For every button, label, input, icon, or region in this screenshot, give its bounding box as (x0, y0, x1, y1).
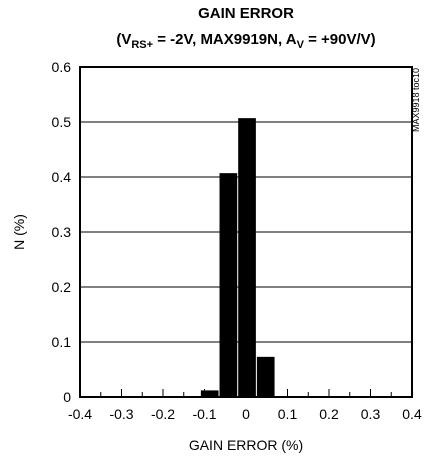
y-tick-label: 0.1 (52, 334, 72, 350)
x-tick-label: 0.4 (402, 406, 422, 422)
x-tick-label: -0.3 (109, 406, 133, 422)
x-tick-label: -0.4 (68, 406, 92, 422)
chart-subtitle: (VRS+ = -2V, MAX9919N, AV = +90V/V) (116, 31, 375, 51)
x-tick-label: -0.2 (151, 406, 175, 422)
bar (256, 356, 275, 397)
x-tick-label: 0 (242, 406, 250, 422)
x-tick-label: -0.1 (192, 406, 216, 422)
bar (200, 390, 219, 397)
bar (219, 173, 238, 397)
chart-title: GAIN ERROR (198, 5, 294, 22)
y-tick-label: 0.2 (52, 279, 72, 295)
bar (238, 118, 256, 398)
x-tick-label: 0.3 (361, 406, 381, 422)
y-tick-label: 0.3 (52, 224, 72, 240)
x-tick-label: 0.1 (278, 406, 298, 422)
subscript: V (297, 39, 305, 51)
x-tick-label: 0.2 (319, 406, 339, 422)
y-tick-label: 0 (63, 389, 71, 405)
y-axis-label: N (%) (11, 214, 27, 250)
y-tick-label: 0.4 (52, 169, 72, 185)
subtitle-part: = -2V, MAX9919N, A (153, 31, 297, 48)
x-axis-label: GAIN ERROR (%) (189, 437, 303, 453)
side-note: MAX9918 toc10 (411, 68, 421, 132)
plot-frame (79, 66, 413, 398)
subtitle-part: = +90V/V) (304, 31, 376, 48)
subscript: RS+ (131, 39, 153, 51)
y-tick-label: 0.6 (52, 59, 72, 75)
y-tick-label: 0.5 (52, 114, 72, 130)
subtitle-part: (V (116, 31, 131, 48)
